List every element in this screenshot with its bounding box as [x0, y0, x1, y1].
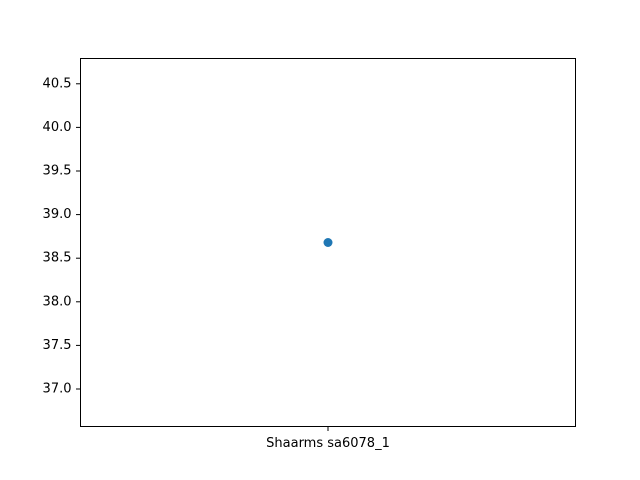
y-tick-label: 38.5 — [43, 251, 72, 266]
data-point — [323, 238, 333, 247]
y-tick-label: 38.0 — [43, 294, 72, 309]
y-tick-label: 37.5 — [43, 338, 72, 353]
y-tick-label: 39.5 — [43, 163, 72, 178]
y-tick-label: 39.0 — [43, 207, 72, 222]
y-tick-label: 37.0 — [43, 382, 72, 397]
data-points — [323, 238, 333, 247]
y-tick-label: 40.0 — [43, 120, 72, 135]
y-tick-label: 40.5 — [43, 76, 72, 91]
x-axis: Shaarms sa6078_1 — [266, 426, 390, 451]
x-tick-label: Shaarms sa6078_1 — [266, 436, 390, 451]
y-axis: 37.0 37.5 38.0 38.5 39.0 39.5 40.0 40.5 — [43, 76, 81, 397]
